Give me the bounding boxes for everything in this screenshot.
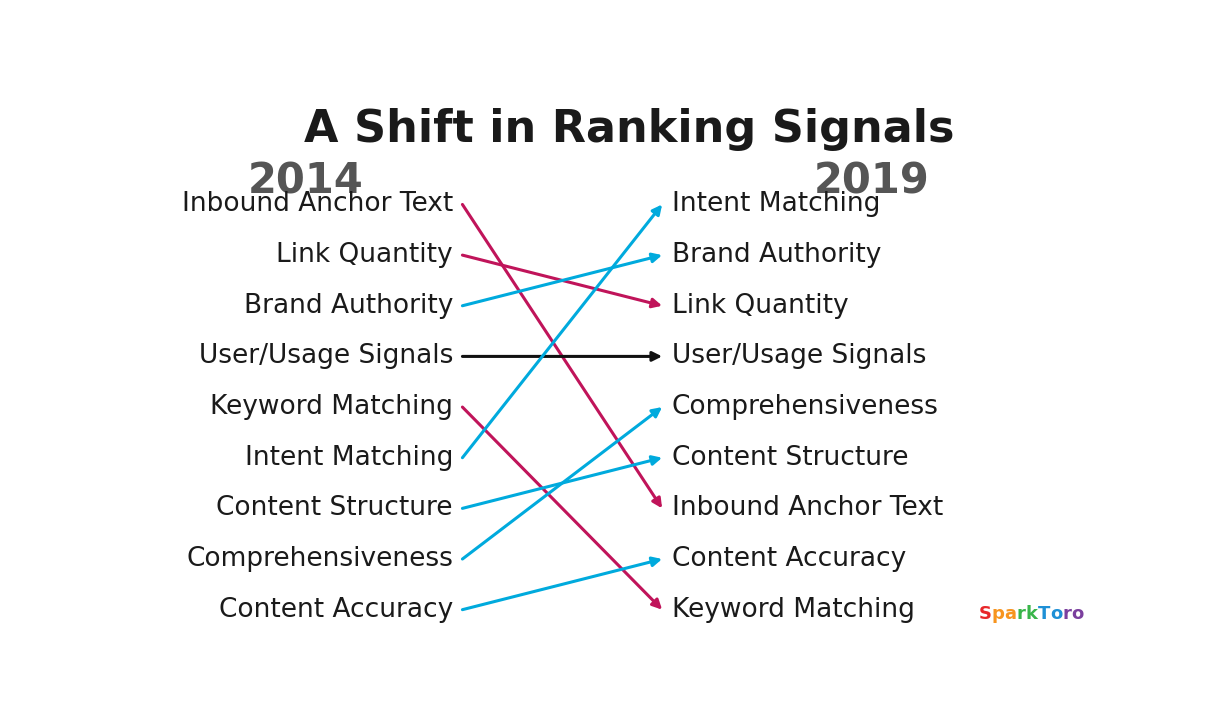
Text: A Shift in Ranking Signals: A Shift in Ranking Signals: [303, 108, 955, 151]
Text: p: p: [991, 606, 1005, 624]
Text: r: r: [1017, 606, 1026, 624]
Text: User/Usage Signals: User/Usage Signals: [671, 344, 926, 369]
Text: Keyword Matching: Keyword Matching: [671, 596, 914, 623]
Text: Comprehensiveness: Comprehensiveness: [671, 394, 939, 420]
Text: User/Usage Signals: User/Usage Signals: [199, 344, 453, 369]
Text: Comprehensiveness: Comprehensiveness: [187, 546, 453, 572]
Text: Content Structure: Content Structure: [671, 445, 908, 470]
Text: 2019: 2019: [814, 160, 929, 203]
Text: Inbound Anchor Text: Inbound Anchor Text: [182, 191, 453, 218]
Text: Intent Matching: Intent Matching: [671, 191, 880, 218]
Text: Brand Authority: Brand Authority: [243, 293, 453, 319]
Text: Inbound Anchor Text: Inbound Anchor Text: [671, 495, 942, 521]
Text: Link Quantity: Link Quantity: [276, 242, 453, 268]
Text: T: T: [1038, 606, 1050, 624]
Text: 2014: 2014: [248, 160, 363, 203]
Text: r: r: [1063, 606, 1071, 624]
Text: Content Accuracy: Content Accuracy: [671, 546, 906, 572]
Text: o: o: [1050, 606, 1063, 624]
Text: Content Structure: Content Structure: [216, 495, 453, 521]
Text: o: o: [1071, 606, 1083, 624]
Text: Link Quantity: Link Quantity: [671, 293, 848, 319]
Text: Content Accuracy: Content Accuracy: [218, 596, 453, 623]
Text: Intent Matching: Intent Matching: [244, 445, 453, 470]
Text: S: S: [979, 606, 991, 624]
Text: k: k: [1026, 606, 1038, 624]
Text: Brand Authority: Brand Authority: [671, 242, 881, 268]
Text: Keyword Matching: Keyword Matching: [210, 394, 453, 420]
Text: a: a: [1005, 606, 1017, 624]
